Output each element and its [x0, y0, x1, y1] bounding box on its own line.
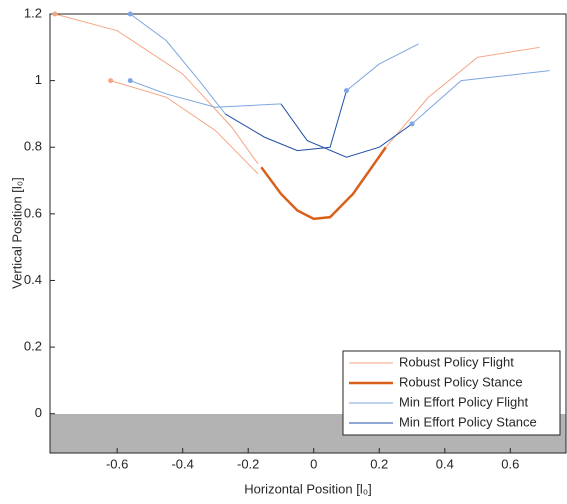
y-tick-label: 0.6: [24, 205, 42, 220]
x-axis-label: Horizontal Position [l₀]: [244, 481, 372, 496]
x-tick-label: -0.6: [106, 456, 128, 471]
trajectory: [110, 80, 259, 175]
start-point: [52, 11, 58, 17]
plot-frame: [49, 13, 567, 454]
trajectory: [129, 13, 226, 115]
legend-label: Robust Policy Stance: [399, 374, 523, 389]
legend-label: Min Effort Policy Flight: [399, 394, 528, 409]
trajectory: [130, 80, 281, 108]
trajectory: [411, 70, 550, 125]
start-point: [343, 88, 349, 94]
trajectory: [346, 43, 419, 91]
x-tick-label: -0.4: [171, 456, 193, 471]
trajectory: [225, 90, 347, 152]
y-tick-label: 0.2: [24, 339, 42, 354]
trajectory: [280, 103, 413, 158]
trajectory: [385, 46, 540, 148]
trajectory: [260, 146, 387, 221]
start-point: [127, 78, 133, 84]
legend-label: Robust Policy Flight: [399, 354, 514, 369]
y-axis-label: Vertical Position [l₀]: [9, 177, 24, 289]
legend-box: [342, 350, 561, 436]
start-point: [127, 11, 133, 17]
x-tick-label: 0.4: [436, 456, 454, 471]
trajectory: [54, 13, 259, 165]
x-tick-label: 0.6: [501, 456, 519, 471]
y-tick-label: 1: [35, 72, 42, 87]
y-tick-label: 0.8: [24, 139, 42, 154]
start-point: [409, 121, 415, 127]
x-tick-label: -0.2: [237, 456, 259, 471]
x-tick-label: 0: [310, 456, 317, 471]
y-tick-label: 0.4: [24, 272, 42, 287]
legend-label: Min Effort Policy Stance: [399, 414, 537, 429]
start-point: [108, 78, 114, 84]
y-tick-label: 0: [35, 405, 42, 420]
x-tick-label: 0.2: [370, 456, 388, 471]
y-tick-label: 1.2: [24, 5, 42, 20]
